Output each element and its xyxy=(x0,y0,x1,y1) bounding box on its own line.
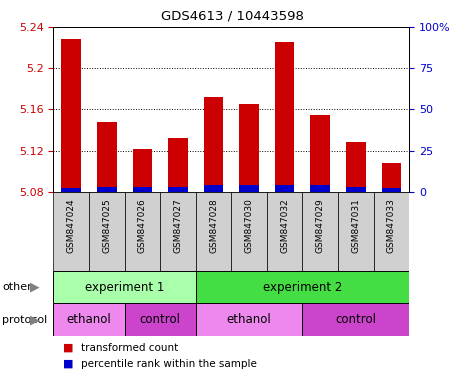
Text: GSM847031: GSM847031 xyxy=(352,198,360,253)
Bar xyxy=(196,192,232,271)
Bar xyxy=(239,104,259,192)
Text: GSM847032: GSM847032 xyxy=(280,198,289,253)
Bar xyxy=(303,303,409,336)
Text: GSM847028: GSM847028 xyxy=(209,198,218,253)
Bar xyxy=(97,187,117,192)
Bar xyxy=(133,187,152,192)
Bar xyxy=(97,122,117,192)
Bar xyxy=(382,163,401,192)
Bar xyxy=(204,97,223,192)
Bar xyxy=(196,271,409,303)
Text: control: control xyxy=(140,313,181,326)
Text: ▶: ▶ xyxy=(30,281,40,294)
Text: ethanol: ethanol xyxy=(66,313,112,326)
Text: GSM847024: GSM847024 xyxy=(67,198,76,253)
Text: GDS4613 / 10443598: GDS4613 / 10443598 xyxy=(161,10,304,23)
Bar xyxy=(168,138,188,192)
Bar xyxy=(204,185,223,192)
Text: GSM847033: GSM847033 xyxy=(387,198,396,253)
Bar xyxy=(374,192,409,271)
Text: GSM847026: GSM847026 xyxy=(138,198,147,253)
Bar xyxy=(53,271,196,303)
Text: transformed count: transformed count xyxy=(81,343,179,353)
Bar xyxy=(239,185,259,192)
Bar xyxy=(53,303,125,336)
Text: other: other xyxy=(2,282,32,292)
Bar xyxy=(311,114,330,192)
Bar xyxy=(232,192,267,271)
Bar xyxy=(338,192,374,271)
Text: protocol: protocol xyxy=(2,315,47,325)
Bar xyxy=(160,192,196,271)
Bar xyxy=(125,192,160,271)
Bar xyxy=(346,187,365,192)
Bar xyxy=(311,185,330,192)
Bar xyxy=(125,303,196,336)
Text: ethanol: ethanol xyxy=(227,313,272,326)
Bar xyxy=(61,188,81,192)
Text: GSM847025: GSM847025 xyxy=(102,198,111,253)
Bar xyxy=(61,39,81,192)
Text: control: control xyxy=(335,313,376,326)
Bar xyxy=(168,187,188,192)
Bar xyxy=(382,188,401,192)
Bar xyxy=(275,42,294,192)
Bar xyxy=(267,192,303,271)
Bar xyxy=(346,142,365,192)
Text: percentile rank within the sample: percentile rank within the sample xyxy=(81,359,257,369)
Bar xyxy=(53,192,89,271)
Bar xyxy=(303,192,338,271)
Bar xyxy=(133,149,152,192)
Text: experiment 2: experiment 2 xyxy=(263,281,342,293)
Text: GSM847030: GSM847030 xyxy=(245,198,253,253)
Text: GSM847029: GSM847029 xyxy=(316,198,325,253)
Text: ▶: ▶ xyxy=(30,313,40,326)
Text: ■: ■ xyxy=(63,359,73,369)
Bar xyxy=(196,303,303,336)
Text: ■: ■ xyxy=(63,343,73,353)
Text: experiment 1: experiment 1 xyxy=(85,281,164,293)
Bar xyxy=(275,185,294,192)
Bar xyxy=(89,192,125,271)
Text: GSM847027: GSM847027 xyxy=(173,198,182,253)
